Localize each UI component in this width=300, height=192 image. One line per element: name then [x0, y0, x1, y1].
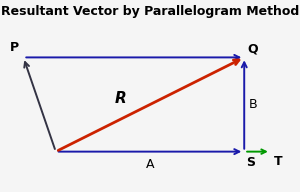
Text: A: A: [146, 157, 154, 170]
Text: R: R: [115, 91, 126, 106]
Title: Resultant Vector by Parallelogram Method: Resultant Vector by Parallelogram Method: [1, 5, 299, 18]
Text: T: T: [274, 155, 283, 168]
Text: P: P: [10, 41, 19, 55]
Text: Q: Q: [247, 42, 258, 55]
Text: B: B: [248, 98, 257, 111]
Text: S: S: [246, 156, 255, 169]
